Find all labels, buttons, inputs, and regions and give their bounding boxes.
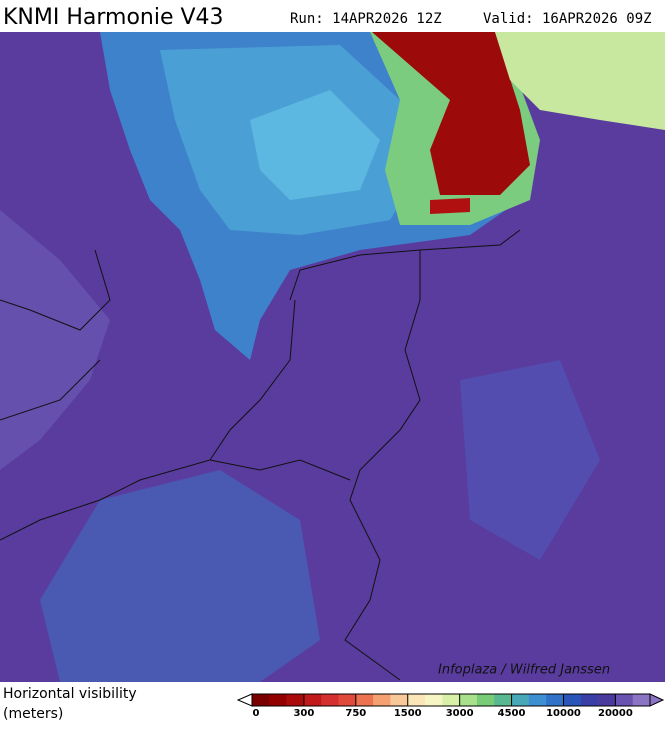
color-swatch <box>407 694 426 706</box>
color-swatch <box>252 694 270 706</box>
color-swatch <box>338 694 357 706</box>
coastal-field <box>495 32 665 130</box>
color-swatch <box>615 694 633 706</box>
colorbar-tick-label: 10000 <box>546 708 581 719</box>
colorbar-tick-label: 1500 <box>394 708 422 719</box>
colorbar-tick-label: 750 <box>345 708 366 719</box>
color-swatch <box>321 694 339 706</box>
colorbar-tick-label: 0 <box>253 708 260 719</box>
color-swatch <box>511 694 530 706</box>
fog-patch <box>430 198 470 214</box>
title: KNMI Harmonie V43 <box>3 5 224 30</box>
colorbar-tick-label: 20000 <box>598 708 633 719</box>
map: Infoplaza / Wilfred Janssen <box>0 32 665 682</box>
color-swatch <box>598 694 616 706</box>
color-swatch <box>563 694 582 706</box>
color-swatch <box>390 694 409 706</box>
colorbar-tick-label: 300 <box>293 708 314 719</box>
legend-label: Horizontal visibility <box>3 686 137 702</box>
color-swatch <box>476 694 495 706</box>
color-swatch <box>459 694 478 706</box>
uk-coast <box>0 249 111 421</box>
color-swatch <box>286 694 305 706</box>
run-time: Run: 14APR2026 12Z <box>290 11 442 27</box>
germany-field <box>460 360 600 560</box>
color-swatch <box>494 694 512 706</box>
fog-core <box>372 32 530 195</box>
colorbar: 0 300 750 1500 3000 4500 10000 20000 <box>236 693 665 719</box>
color-swatch <box>425 694 443 706</box>
belgium-field <box>40 470 320 682</box>
sea-field-lighter <box>250 90 380 200</box>
color-swatch <box>632 694 651 706</box>
credit: Infoplaza / Wilfred Janssen <box>438 663 610 678</box>
valid-time: Valid: 16APR2026 09Z <box>483 11 652 27</box>
color-swatch <box>442 694 460 706</box>
uk-coast-field <box>0 210 110 470</box>
color-swatch <box>546 694 564 706</box>
color-swatch <box>355 694 374 706</box>
color-swatch <box>528 694 547 706</box>
legend-label: (meters) <box>3 706 63 722</box>
color-swatch <box>580 694 599 706</box>
color-swatch <box>303 694 322 706</box>
color-swatch <box>269 694 287 706</box>
color-swatch <box>373 694 391 706</box>
colorbar-tick-label: 4500 <box>498 708 526 719</box>
borders <box>0 229 521 681</box>
colorbar-tick-label: 3000 <box>446 708 474 719</box>
